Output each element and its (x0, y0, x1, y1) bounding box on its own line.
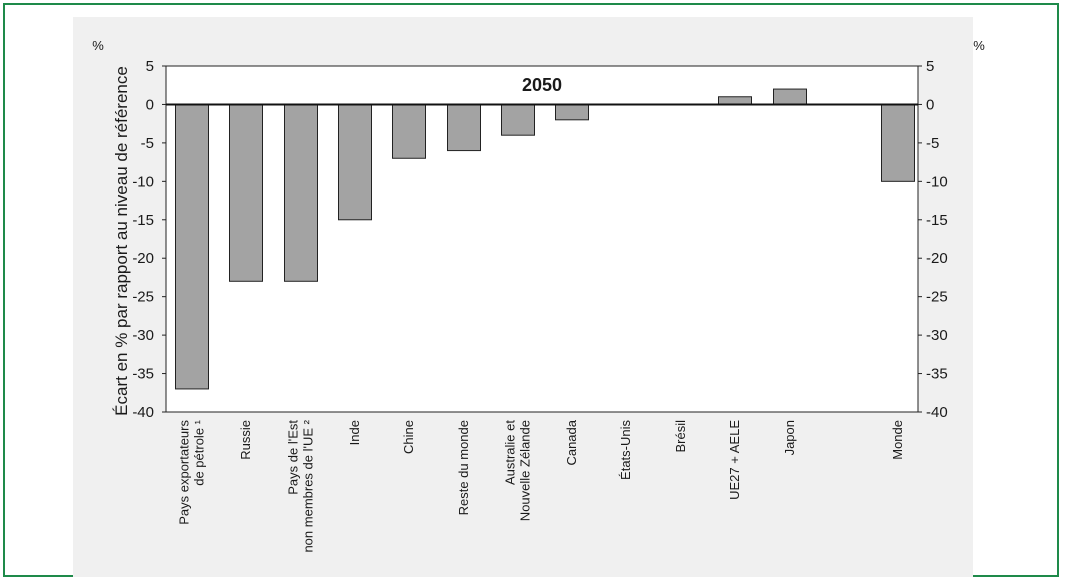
bar-1 (229, 103, 263, 282)
left-unit-label: % (92, 38, 104, 53)
right-tick-label: -5 (926, 135, 939, 152)
bar-2 (284, 103, 318, 282)
x-tick-label: Brésil (673, 420, 688, 453)
right-axis: 5 0 -5 -10 -15 -20 -25 -30 -35 -40 (918, 58, 948, 421)
right-tick-label: -20 (926, 250, 948, 267)
left-tick-label: 5 (146, 58, 154, 75)
x-tick-label: Canada (564, 419, 579, 465)
bar-6 (501, 103, 535, 136)
x-tick-label: Japon (782, 420, 797, 455)
bar-3 (338, 103, 372, 221)
bar-7 (555, 103, 589, 121)
right-tick-label: -25 (926, 289, 948, 306)
bar-0 (175, 103, 209, 390)
bar-11 (773, 88, 807, 105)
bars-group (175, 88, 915, 390)
left-tick-label: 0 (146, 96, 154, 113)
left-tick-label: -20 (132, 250, 154, 267)
right-tick-label: -40 (926, 404, 948, 421)
plot-area (165, 65, 919, 413)
figure-frame: 5 0 -5 -10 -15 -20 -25 -30 -35 -40 5 0 -5 -10 -15 -20 -… (3, 3, 1059, 577)
x-axis-labels: Pays exportateurs de pétrole ¹ Russie Pays … (177, 419, 906, 552)
left-tick-label: -25 (132, 289, 154, 306)
x-tick-label: Inde (347, 420, 362, 445)
bar-chart: 5 0 -5 -10 -15 -20 -25 -30 -35 -40 5 0 -5 -10 -15 -20 -… (73, 17, 985, 577)
x-tick-label: Pays de l'Est (286, 420, 301, 495)
x-tick-label: Nouvelle Zélande (518, 420, 533, 521)
y-axis-title: Écart en % par rapport au niveau de réfé… (112, 66, 131, 416)
x-tick-label: Russie (238, 420, 253, 460)
x-tick-label: UE27 + AELE (727, 420, 742, 500)
bar-12 (881, 103, 915, 182)
bar-4 (392, 103, 426, 159)
right-unit-label: % (973, 38, 985, 53)
bar-10 (718, 96, 752, 105)
x-tick-label: Pays exportateurs (177, 420, 192, 525)
left-tick-label: -5 (141, 135, 154, 152)
x-tick-label: Australie et (503, 420, 518, 485)
x-tick-label: États-Unis (618, 420, 633, 480)
x-tick-label: de pétrole ¹ (192, 419, 207, 485)
right-tick-label: 5 (926, 58, 934, 75)
x-tick-label: Reste du monde (456, 420, 471, 515)
right-tick-label: -30 (926, 327, 948, 344)
x-tick-label: Chine (401, 420, 416, 454)
x-tick-label: Monde (890, 420, 905, 460)
right-tick-label: -35 (926, 366, 948, 383)
left-axis: 5 0 -5 -10 -15 -20 -25 -30 -35 -40 (132, 58, 166, 421)
left-tick-label: -10 (132, 173, 154, 190)
x-tick-label: non membres de l'UE ² (301, 419, 316, 552)
left-tick-label: -35 (132, 366, 154, 383)
right-tick-label: -10 (926, 173, 948, 190)
right-tick-label: 0 (926, 96, 934, 113)
left-tick-label: -40 (132, 404, 154, 421)
left-tick-label: -15 (132, 212, 154, 229)
left-tick-label: -30 (132, 327, 154, 344)
chart-title: 2050 (522, 75, 562, 95)
right-tick-label: -15 (926, 212, 948, 229)
bar-5 (447, 103, 481, 152)
